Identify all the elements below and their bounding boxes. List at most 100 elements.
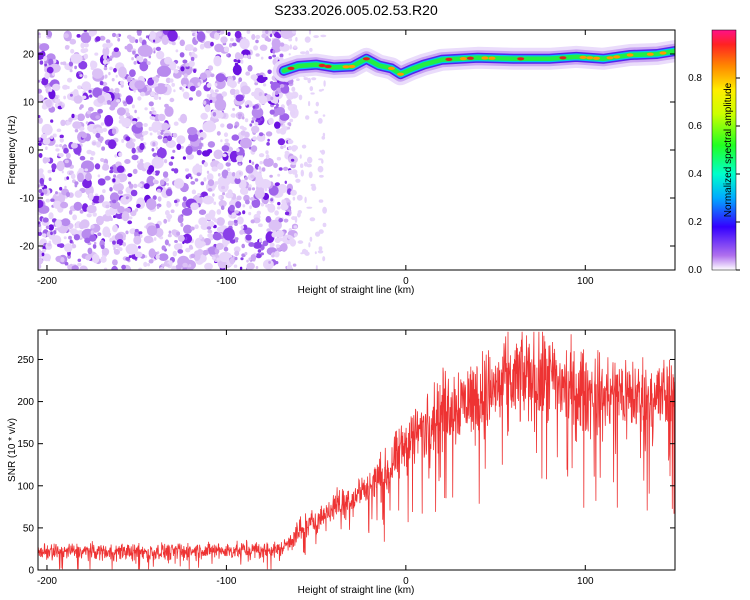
heatmap-noise-cell (126, 76, 131, 83)
heatmap-noise-cell (229, 257, 235, 265)
heatmap-noise-cell (308, 242, 311, 248)
heatmap-noise-cell (269, 81, 274, 85)
heatmap-noise-cell (182, 59, 188, 64)
heatmap-noise-cell (157, 233, 161, 238)
heatmap-noise-cell (229, 204, 235, 212)
heatmap-noise-cell (70, 142, 78, 149)
heatmap-noise-cell (52, 72, 55, 76)
heatmap-noise-cell (225, 192, 234, 199)
heatmap-noise-cell (252, 136, 258, 141)
heatmap-noise-cell (226, 53, 229, 57)
heatmap-noise-cell (260, 202, 265, 207)
heatmap-noise-cell (70, 173, 76, 180)
heatmap-noise-cell (38, 88, 42, 94)
heatmap-noise-cell (129, 36, 136, 44)
heatmap-noise-cell (190, 226, 195, 231)
heatmap-noise-cell (39, 43, 50, 52)
heatmap-noise-cell (150, 107, 155, 111)
heatmap-noise-cell (71, 244, 77, 249)
heatmap-noise-cell (196, 31, 206, 43)
heatmap-noise-cell (246, 30, 251, 34)
heatmap-noise-cell (257, 166, 262, 170)
heatmap-y-tick-label: 10 (23, 98, 35, 109)
heatmap-noise-cell (130, 210, 137, 217)
heatmap-noise-cell (143, 261, 148, 267)
heatmap-noise-cell (251, 125, 260, 134)
heatmap-ridge-core (579, 55, 587, 60)
heatmap-noise-cell (112, 240, 116, 245)
heatmap-noise-cell (135, 121, 143, 128)
heatmap-noise-cell (315, 265, 318, 270)
heatmap-noise-cell (125, 141, 136, 149)
heatmap-noise-cell (134, 251, 143, 258)
heatmap-noise-cell (63, 147, 69, 154)
heatmap-noise-cell (120, 173, 127, 179)
heatmap-noise-cell (152, 171, 156, 175)
heatmap-noise-cell (80, 160, 95, 173)
heatmap-noise-cell (279, 42, 285, 47)
heatmap-noise-cell (117, 37, 121, 42)
heatmap-noise-cell (262, 83, 267, 87)
heatmap-noise-cell (197, 82, 201, 87)
heatmap-noise-cell (300, 51, 306, 55)
heatmap-ridge-core (606, 56, 614, 60)
heatmap-noise-cell (236, 195, 242, 201)
heatmap-noise-cell (271, 30, 276, 34)
heatmap-noise-cell (118, 115, 125, 121)
heatmap-noise-cell (305, 115, 310, 120)
heatmap-noise-cell (105, 39, 111, 44)
heatmap-noise-cell (262, 240, 269, 247)
heatmap-noise-cell (238, 163, 241, 167)
heatmap-noise-cell (225, 46, 230, 52)
heatmap-ridge-core (517, 57, 525, 61)
heatmap-noise-cell (125, 112, 131, 117)
heatmap-noise-cell (115, 244, 120, 249)
heatmap-noise-cell (175, 202, 179, 207)
heatmap-noise-cell (41, 233, 47, 238)
colorbar-tick-label: 0.8 (688, 73, 702, 84)
heatmap-noise-cell (216, 131, 221, 136)
heatmap-noise-cell (253, 45, 259, 51)
colorbar-ticks: 0.0 0.2 0.4 0.6 0.8 (688, 73, 740, 276)
heatmap-noise-cell (169, 97, 175, 103)
heatmap-noise-cell (199, 234, 203, 240)
heatmap-noise-cell (167, 233, 172, 238)
heatmap-noise-cell (97, 95, 105, 104)
heatmap-noise-cell (290, 162, 297, 165)
heatmap-noise-cell (51, 163, 57, 171)
heatmap-noise-cell (181, 207, 193, 216)
heatmap-noise-cell (68, 117, 73, 123)
heatmap-noise-cell (311, 185, 317, 192)
heatmap-noise-cell (268, 260, 271, 264)
heatmap-noise-cell (273, 162, 278, 169)
heatmap-noise-cell (238, 77, 243, 83)
heatmap-noise-cell (213, 149, 223, 160)
heatmap-noise-cell (180, 222, 184, 227)
heatmap-noise-cell (59, 186, 63, 191)
heatmap-noise-cell (131, 57, 135, 61)
heatmap-noise-cell (287, 139, 294, 144)
heatmap-noise-cell (214, 181, 219, 185)
heatmap-noise-cell (214, 89, 219, 93)
heatmap-noise-cell (83, 42, 89, 48)
heatmap-noise-cell (89, 234, 97, 242)
heatmap-noise-cell (183, 84, 187, 88)
heatmap-noise-cell (78, 60, 88, 70)
heatmap-noise-cell (145, 35, 149, 39)
heatmap-noise-cell (288, 53, 291, 56)
heatmap-noise-cell (50, 198, 55, 202)
heatmap-noise-cell (251, 91, 256, 97)
heatmap-noise-cell (158, 96, 162, 100)
heatmap-ridge-core (646, 52, 654, 56)
heatmap-noise-cell (122, 242, 126, 247)
heatmap-noise-cell (239, 53, 244, 60)
heatmap-noise-cell (180, 66, 185, 72)
heatmap-noise-cell (239, 38, 250, 50)
heatmap-noise-cell (116, 99, 121, 103)
heatmap-noise-cell (260, 252, 265, 256)
heatmap-noise-cell (136, 203, 141, 208)
heatmap-noise-cell (153, 47, 156, 52)
heatmap-noise-cell (223, 246, 229, 252)
heatmap-noise-cell (277, 173, 281, 177)
heatmap-noise-cell (250, 254, 257, 262)
